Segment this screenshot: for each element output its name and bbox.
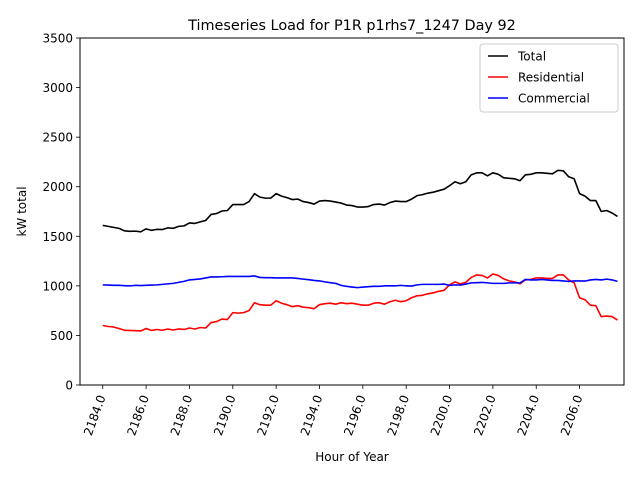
chart-title: Timeseries Load for P1R p1rhs7_1247 Day … bbox=[187, 18, 516, 34]
plot-frame bbox=[79, 37, 625, 386]
legend-label-commercial: Commercial bbox=[518, 92, 590, 106]
y-tick-label: 0 bbox=[65, 379, 73, 393]
legend-label-residential: Residential bbox=[518, 71, 584, 85]
plot-lines bbox=[102, 169, 618, 332]
x-axis-label: Hour of Year bbox=[315, 450, 389, 464]
series-line-commercial bbox=[102, 275, 618, 289]
y-axis-label: kW total bbox=[15, 186, 29, 236]
y-axis: 0 500 1000 1500 2000 2500 3000 3500 bbox=[42, 32, 80, 393]
y-tick-label: 2000 bbox=[42, 180, 73, 194]
y-tick-label: 2500 bbox=[42, 131, 73, 145]
y-tick-label: 1000 bbox=[42, 279, 73, 293]
y-tick-label: 3000 bbox=[42, 81, 73, 95]
legend: Total Residential Commercial bbox=[479, 43, 619, 113]
legend-box bbox=[479, 43, 619, 113]
series-line-total bbox=[102, 169, 618, 233]
y-tick-label: 500 bbox=[50, 329, 73, 343]
legend-label-total: Total bbox=[517, 50, 546, 64]
y-tick-label: 3500 bbox=[42, 32, 73, 46]
y-tick-label: 1500 bbox=[42, 230, 73, 244]
